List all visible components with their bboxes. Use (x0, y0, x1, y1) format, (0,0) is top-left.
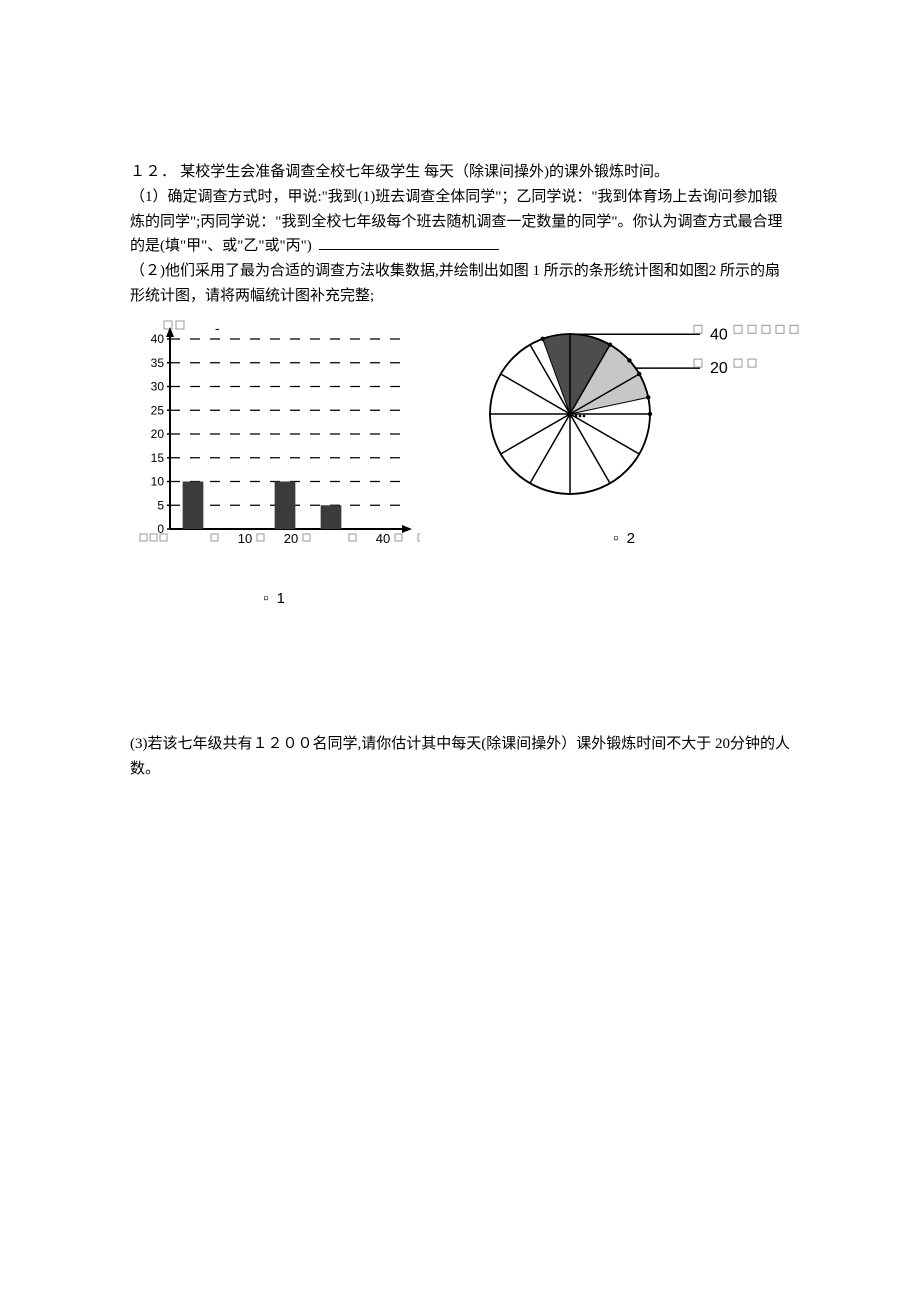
svg-text:20: 20 (284, 531, 298, 546)
figure-2: 40 20 ▫ 2 (450, 319, 800, 552)
svg-text:10: 10 (151, 474, 165, 488)
p3-text: (3)若该七年级共有１２００名同学,请你估计其中每天(除课间操外）课外锻炼时间不… (130, 736, 790, 777)
question-intro: 某校学生会准备调查全校七年级学生 每天（除课间操外)的课外锻炼时间。 (180, 164, 669, 180)
paragraph-1: （1）确定调查方式时，甲说:"我到(1)班去调查全体同学"；乙同学说："我到体育… (130, 185, 790, 259)
paragraph-3: (3)若该七年级共有１２００名同学,请你估计其中每天(除课间操外）课外锻炼时间不… (130, 732, 790, 782)
charts-container: 0510152025303540-102040 ▫ 1 4020 ▫ 2 (130, 319, 790, 613)
svg-text:35: 35 (151, 355, 165, 369)
svg-text:15: 15 (151, 450, 165, 464)
answer-blank (319, 249, 499, 250)
svg-text:20: 20 (710, 360, 728, 377)
question-line: １２． 某校学生会准备调查全校七年级学生 每天（除课间操外)的课外锻炼时间。 (130, 160, 790, 185)
figure-1: 0510152025303540-102040 ▫ 1 (130, 319, 420, 613)
caption-2-text: 2 (627, 530, 637, 547)
document-page: １２． 某校学生会准备调查全校七年级学生 每天（除课间操外)的课外锻炼时间。 （… (0, 0, 920, 842)
figure-2-caption: ▫ 2 (613, 527, 637, 552)
bar-chart-svg: 0510152025303540-102040 (130, 319, 420, 559)
p2-text: （２)他们采用了最为合适的调查方法收集数据,并绘制出如图 1 所示的条形统计图和… (130, 263, 780, 304)
svg-text:40: 40 (376, 531, 390, 546)
paragraph-2: （２)他们采用了最为合适的调查方法收集数据,并绘制出如图 1 所示的条形统计图和… (130, 259, 790, 309)
svg-text:30: 30 (151, 379, 165, 393)
figure-1-caption: ▫ 1 (130, 587, 420, 612)
caption-1-text: 1 (277, 590, 287, 607)
svg-text:10: 10 (238, 531, 252, 546)
svg-text:-: - (215, 320, 220, 336)
question-number: １２． (130, 164, 177, 180)
pie-chart-svg: 40 20 (450, 319, 800, 519)
svg-text:5: 5 (157, 498, 164, 512)
caption-box-icon: ▫ (263, 590, 270, 607)
p1-text: （1）确定调查方式时，甲说:"我到(1)班去调查全体同学"；乙同学说："我到体育… (130, 189, 783, 255)
svg-text:40: 40 (151, 332, 165, 346)
svg-text:25: 25 (151, 403, 165, 417)
svg-text:40: 40 (710, 326, 728, 343)
caption-box-icon: ▫ (613, 530, 620, 547)
svg-text:20: 20 (151, 427, 165, 441)
